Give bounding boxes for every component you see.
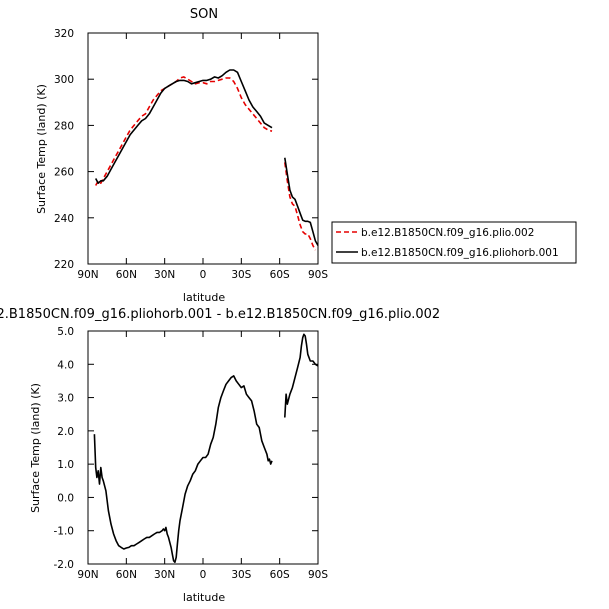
chart-top-xtick-label: 30S bbox=[231, 269, 251, 281]
chart-top-xtick-label: 30N bbox=[154, 269, 175, 281]
chart-bottom-ytick-label: 4.0 bbox=[57, 359, 74, 371]
chart-top-xtick-label: 60N bbox=[116, 269, 137, 281]
chart-bottom-xtick-label: 60S bbox=[270, 569, 290, 581]
chart-bottom-xtick-label: 90S bbox=[308, 569, 328, 581]
chart-bottom-xtick-label: 30N bbox=[154, 569, 175, 581]
chart-top-series-0-line-segment-0 bbox=[94, 76, 273, 186]
chart-bottom-ytick-label: 1.0 bbox=[57, 459, 74, 471]
chart-top-ylabel: Surface Temp (land) (K) bbox=[35, 84, 48, 214]
chart-top-ytick-label: 220 bbox=[54, 259, 74, 271]
legend-label-series-1: b.e12.B1850CN.f09_g16.pliohorb.001 bbox=[361, 247, 559, 259]
chart-top-legend: b.e12.B1850CN.f09_g16.plio.002 b.e12.B18… bbox=[331, 221, 577, 264]
chart-top-xlabel: latitude bbox=[183, 291, 225, 304]
chart-bottom-ytick-label: 5.0 bbox=[57, 326, 74, 338]
chart-bottom-xtick-label: 90N bbox=[77, 569, 98, 581]
chart-top-ytick-label: 280 bbox=[54, 120, 74, 132]
chart-top-series-1-line-segment-0 bbox=[94, 69, 273, 184]
chart-bottom-ytick-label: 0.0 bbox=[57, 492, 74, 504]
chart-top-xtick-label: 90S bbox=[308, 269, 328, 281]
chart-bottom-series-0-line-segment-0 bbox=[93, 375, 273, 564]
chart-bottom-xtick-label: 30S bbox=[231, 569, 251, 581]
legend-label-series-0: b.e12.B1850CN.f09_g16.plio.002 bbox=[361, 227, 534, 239]
chart-bottom-title: b.e12.B1850CN.f09_g16.pliohorb.001 - b.e… bbox=[0, 307, 440, 322]
chart-top-ytick-label: 320 bbox=[54, 28, 74, 40]
legend-frame bbox=[331, 221, 577, 264]
chart-top-xtick-label: 90N bbox=[77, 269, 98, 281]
chart-bottom-ytick-label: 3.0 bbox=[57, 393, 74, 405]
chart-top: SON Surface Temp (land) (K) latitude 90N… bbox=[35, 7, 328, 304]
chart-bottom-xlabel: latitude bbox=[183, 591, 225, 604]
chart-top-ytick-label: 300 bbox=[54, 74, 74, 86]
chart-top-series-0-line-segment-1 bbox=[284, 162, 317, 251]
chart-bottom-ylabel: Surface Temp (land) (K) bbox=[29, 383, 42, 513]
chart-bottom-series-0-line-segment-1 bbox=[284, 333, 319, 418]
chart-top-series-1-line-segment-1 bbox=[284, 157, 319, 246]
chart-bottom-ytick-label: 2.0 bbox=[57, 426, 74, 438]
chart-bottom: b.e12.B1850CN.f09_g16.pliohorb.001 - b.e… bbox=[0, 307, 440, 604]
chart-bottom-plot-frame bbox=[87, 330, 319, 565]
chart-bottom-xtick-label: 0 bbox=[200, 569, 207, 581]
chart-top-ytick-label: 240 bbox=[54, 213, 74, 225]
chart-bottom-ytick-label: -2.0 bbox=[54, 559, 75, 571]
chart-bottom-ytick-label: -1.0 bbox=[54, 526, 75, 538]
chart-top-ytick-label: 260 bbox=[54, 167, 74, 179]
chart-top-xtick-label: 0 bbox=[200, 269, 207, 281]
chart-top-xtick-label: 60S bbox=[270, 269, 290, 281]
chart-bottom-xtick-label: 60N bbox=[116, 569, 137, 581]
chart-top-title: SON bbox=[190, 7, 218, 22]
